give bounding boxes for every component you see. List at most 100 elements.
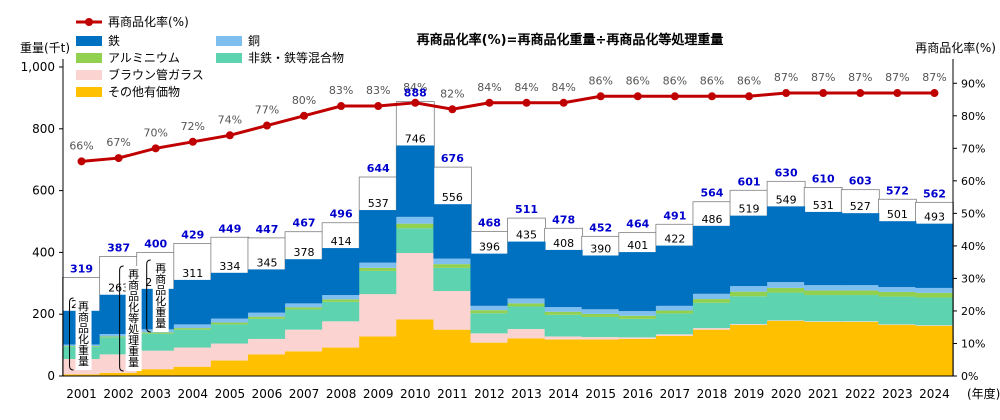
rate-point-2022 [856,89,865,98]
bar-2009-s3 [359,267,398,271]
recycled-label-2005: 334 [219,260,240,273]
rate-label-2021: 87% [811,71,835,84]
bar-2006-s0 [247,354,286,376]
rate-label-2016: 86% [626,74,650,87]
processed-label-2023: 572 [886,184,909,197]
annotation-char-2-4: 重 [155,305,166,319]
bar-2022-s3 [841,290,880,296]
bar-2008-s4 [322,295,361,300]
bar-2013-s4 [507,298,546,304]
y-right-tick-4: 40% [961,240,985,253]
legend-swatch-4 [216,53,242,63]
rate-label-2015: 86% [588,74,612,87]
processed-label-2014: 478 [552,213,575,226]
annotation-brace-2 [146,259,151,333]
rate-label-2004: 72% [181,120,205,133]
bar-2014-s0 [544,339,583,376]
rate-line [81,91,935,163]
bar-2015-s5 [581,255,620,310]
bar-2003-s2 [136,333,175,351]
bar-2005-s2 [210,324,249,344]
x-tick-2024: 2024 [919,387,950,401]
labels-layer: 66% 67%70%72%74%77%80%83% 83% 84%82%84% 84% 8… [69,71,946,311]
processed-label-2001: 319 [70,262,93,275]
y-right-tick-3: 30% [961,272,985,285]
y-right-tick-0: 0% [961,370,978,383]
bar-2021-s5 [804,211,843,286]
x-tick-2004: 2004 [178,387,209,401]
rate-label-2008: 83% [329,84,353,97]
recycled-label-2016: 401 [627,239,648,252]
bar-2004-s5 [173,279,212,325]
legend-item-2: 銅 [216,34,260,48]
bar-2003-s0 [136,369,175,376]
processed-label-2015: 452 [589,221,612,234]
bar-2002-s3 [99,336,138,338]
processed-label-2005: 449 [218,222,241,235]
bar-2023-s1 [878,324,917,326]
bar-2011-s1 [433,291,472,330]
annotation-0: 再商品化重量 [69,297,92,371]
recycled-label-2009: 537 [368,197,389,210]
bar-2010-s2 [396,228,435,254]
bar-2007-s0 [285,351,324,376]
bar-2007-s1 [285,329,324,352]
rate-label-2007: 80% [292,94,316,107]
bar-2020-s5 [767,206,806,283]
bar-2013-s1 [507,329,546,339]
recycled-label-2002: 263 [108,282,129,295]
x-tick-2022: 2022 [845,387,876,401]
x-tick-2001: 2001 [66,387,97,401]
rate-point-2009 [374,102,383,111]
bar-2004-s4 [173,324,212,329]
bar-2016-s1 [618,337,657,339]
annotation-char-2-3: 化 [155,294,166,308]
annotation-char-1-6: 理 [128,334,139,347]
bar-2008-s5 [322,248,361,296]
bar-2002-s4 [99,333,138,337]
legend-label-1: 鉄 [108,33,120,48]
bar-2010-s3 [396,223,435,229]
processed-label-2009: 644 [367,162,390,175]
bar-2017-s3 [655,310,694,314]
x-tick-2020: 2020 [771,387,802,401]
bar-2005-s1 [210,343,249,361]
annotation-char-1-0: 再 [128,268,139,281]
x-tick-2021: 2021 [808,387,839,401]
bar-2009-s4 [359,262,398,268]
processed-label-2006: 447 [255,223,278,236]
bar-2005-s5 [210,272,249,319]
bar-2022-s2 [841,295,880,322]
legend-item-0: 再商品化率(%) [76,14,189,29]
bar-2007-s2 [285,309,324,330]
recycled-label-2007: 378 [294,246,315,259]
bar-2020-s3 [767,287,806,293]
x-tick-2009: 2009 [363,387,394,401]
rate-label-2011: 82% [440,87,464,100]
rate-point-2018 [707,92,716,101]
legend-item-4: 非鉄・鉄等混合物 [216,50,344,65]
bar-2019-s2 [730,296,769,325]
bar-2013-s2 [507,306,546,330]
y-right-tick-8: 80% [961,110,985,123]
bar-2024-s2 [915,297,954,326]
y-right-tick-7: 70% [961,142,985,155]
bar-2014-s2 [544,314,583,337]
y-left-tick-0: 0 [47,369,55,383]
rate-point-2023 [893,89,902,98]
bar-2016-s5 [618,252,657,312]
y-left-tick-4: 800 [32,122,55,136]
bar-2023-s5 [878,221,917,288]
bar-2008-s3 [322,299,361,302]
annotation-bg-0 [75,298,92,370]
x-tick-2003: 2003 [140,387,171,401]
annotation-char-2-0: 再 [155,262,166,275]
bar-2008-s2 [322,301,361,322]
bar-2010-s0 [396,319,435,376]
bar-2005-s0 [210,360,249,376]
rate-point-2005 [225,131,234,140]
rate-label-2009: 83% [366,84,390,97]
bar-2006-s1 [247,338,286,355]
bar-2010-s1 [396,253,435,320]
